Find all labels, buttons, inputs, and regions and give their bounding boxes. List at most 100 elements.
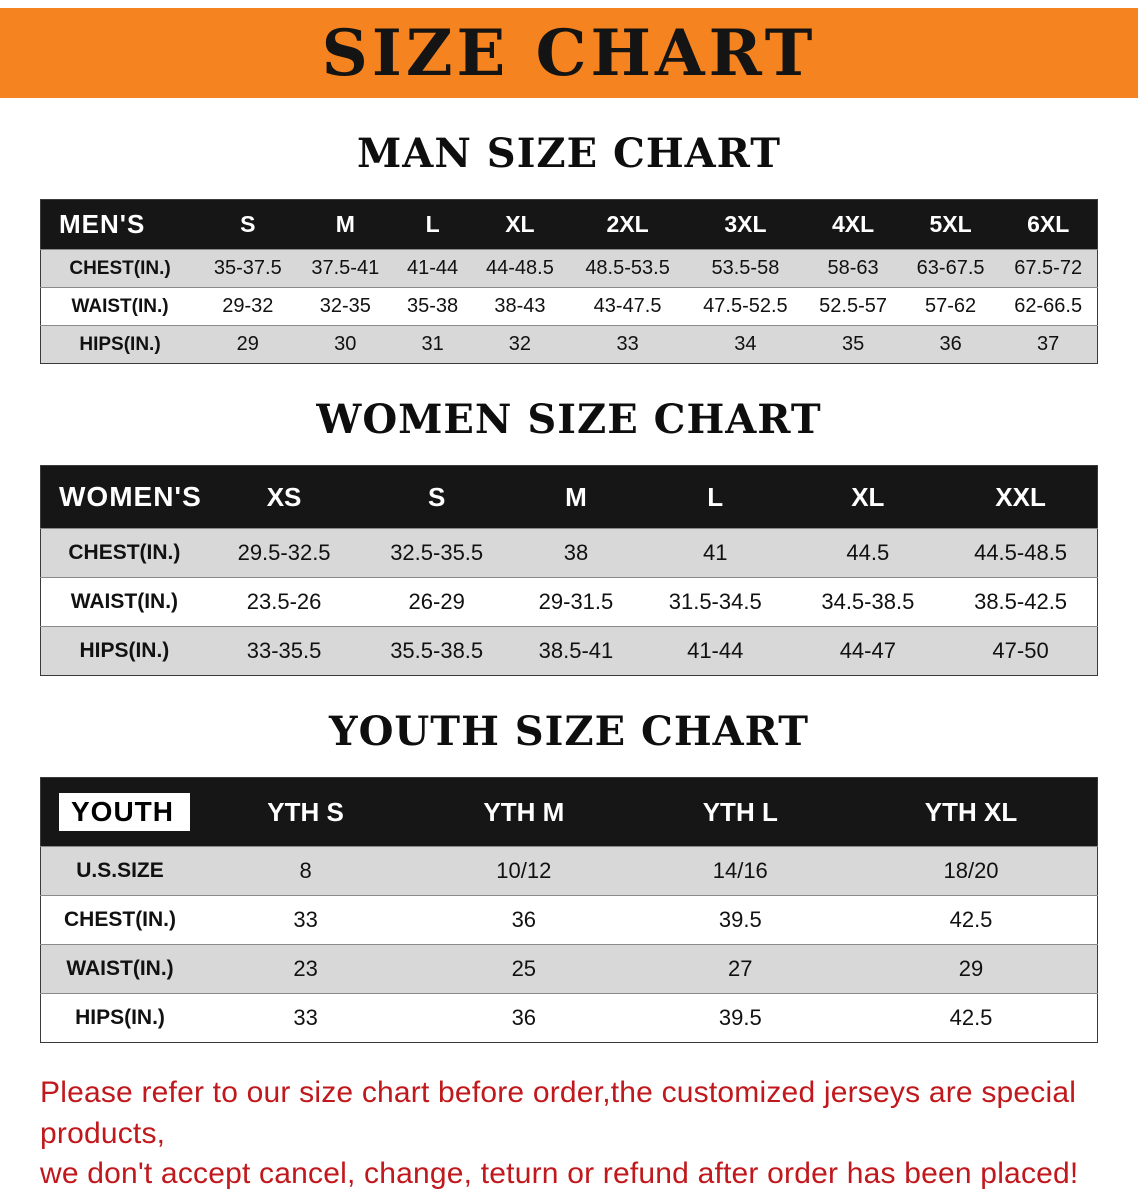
size-column-header: M [512,465,639,529]
size-chart-banner: SIZE CHART [0,8,1138,98]
row-label: WAIST(IN.) [40,944,200,994]
size-value-cell: 38.5-41 [512,626,639,676]
size-value-cell: 36 [901,325,1000,364]
size-value-cell: 31 [394,325,472,364]
header-label: YTH L [702,796,778,827]
row-label: CHEST(IN.) [40,528,208,578]
size-value-cell: 41-44 [394,249,472,288]
row-label: HIPS(IN.) [40,993,200,1043]
size-value-cell: 29.5-32.5 [207,528,361,578]
men-section-heading: MAN SIZE CHART [357,130,781,177]
size-column-header: YTH XL [845,777,1098,847]
size-value-cell: 30 [296,325,395,364]
size-column-header: S [360,465,513,529]
size-value-cell: 37 [999,325,1098,364]
header-label: YOUTH [59,793,190,831]
row-label: HIPS(IN.) [40,626,208,676]
size-column-header: XXL [944,465,1098,529]
size-value-cell: 39.5 [635,993,846,1043]
size-column-header: YTH L [635,777,846,847]
table-title-cell: MEN'S [40,199,200,250]
size-column-header: 5XL [901,199,1000,250]
table-row: CHEST(IN.) 29.5-32.5 32.5-35.5 38 41 44.5 44.5… [40,528,1098,578]
youth-size-table: YOUTH YTH S YTH M YTH L YTH XL U.S.SIZE 8 10/12… [40,777,1098,1043]
header-label: M [565,481,587,512]
women-section-heading: WOMEN SIZE CHART [316,396,822,443]
table-row: CHEST(IN.) 33 36 39.5 42.5 [40,895,1098,945]
table-row: HIPS(IN.) 29 30 31 32 33 34 35 36 37 [40,325,1098,364]
table-row: HIPS(IN.) 33 36 39.5 42.5 [40,993,1098,1043]
size-column-header: 3XL [686,199,805,250]
size-value-cell: 44.5-48.5 [944,528,1098,578]
men-size-section: MAN SIZE CHART MEN'S S M L XL 2XL 3XL 4XL 5XL 6XL… [0,130,1138,364]
size-value-cell: 41 [638,528,792,578]
size-value-cell: 23 [199,944,413,994]
size-value-cell: 35-38 [394,287,472,326]
size-value-cell: 57-62 [901,287,1000,326]
size-column-header: M [296,199,395,250]
size-value-cell: 43-47.5 [568,287,687,326]
table-row: WAIST(IN.) 29-32 32-35 35-38 38-43 43-47.5 47.… [40,287,1098,326]
size-value-cell: 63-67.5 [901,249,1000,288]
size-value-cell: 44-47 [791,626,945,676]
size-value-cell: 37.5-41 [296,249,395,288]
youth-size-section: YOUTH SIZE CHART YOUTH YTH S YTH M YTH L YTH… [0,708,1138,1043]
size-column-header: 4XL [804,199,902,250]
size-value-cell: 27 [635,944,846,994]
size-value-cell: 36 [412,895,636,945]
header-label: L [425,211,440,237]
header-label: 2XL [606,211,649,237]
youth-section-heading: YOUTH SIZE CHART [329,708,809,755]
size-column-header: XL [471,199,569,250]
header-label: MEN'S [59,209,146,239]
size-value-cell: 47.5-52.5 [686,287,805,326]
size-column-header: YTH S [199,777,413,847]
size-value-cell: 52.5-57 [804,287,902,326]
header-label: M [335,211,355,237]
disclaimer: Please refer to our size chart before or… [40,1073,1098,1195]
women-size-section: WOMEN SIZE CHART WOMEN'S XS S M L XL XXL CHEST(… [0,396,1138,676]
size-value-cell: 58-63 [804,249,902,288]
header-label: S [240,211,256,237]
size-value-cell: 62-66.5 [999,287,1098,326]
size-value-cell: 38 [512,528,639,578]
header-label: YTH XL [924,796,1018,827]
header-label: S [428,481,446,512]
header-label: 3XL [724,211,767,237]
size-value-cell: 23.5-26 [207,577,361,627]
men-size-table: MEN'S S M L XL 2XL 3XL 4XL 5XL 6XL CHEST(IN.) 35-37… [40,199,1098,364]
size-value-cell: 32-35 [296,287,395,326]
size-value-cell: 26-29 [360,577,513,627]
row-label: WAIST(IN.) [40,287,200,326]
size-value-cell: 39.5 [635,895,846,945]
size-value-cell: 41-44 [638,626,792,676]
row-label: CHEST(IN.) [40,895,200,945]
row-label: HIPS(IN.) [40,325,200,364]
header-label: WOMEN'S [59,481,202,512]
size-value-cell: 35.5-38.5 [360,626,513,676]
size-column-header: XS [207,465,361,529]
size-value-cell: 42.5 [845,895,1098,945]
size-value-cell: 33 [568,325,687,364]
table-row: WAIST(IN.) 23.5-26 26-29 29-31.5 31.5-34.5 34… [40,577,1098,627]
size-column-header: 2XL [568,199,687,250]
table-header-row: YOUTH YTH S YTH M YTH L YTH XL [40,777,1098,847]
size-value-cell: 33 [199,895,413,945]
size-column-header: L [638,465,792,529]
table-row: WAIST(IN.) 23 25 27 29 [40,944,1098,994]
header-label: XL [505,211,535,237]
size-value-cell: 35 [804,325,902,364]
size-value-cell: 67.5-72 [999,249,1098,288]
header-label: 5XL [929,211,972,237]
row-label: WAIST(IN.) [40,577,208,627]
size-value-cell: 38-43 [471,287,569,326]
page-title: SIZE CHART [321,15,817,91]
women-size-table: WOMEN'S XS S M L XL XXL CHEST(IN.) 29.5-32.5 32.5… [40,465,1098,676]
header-label: XXL [995,481,1046,512]
row-label: U.S.SIZE [40,846,200,896]
size-value-cell: 25 [412,944,636,994]
header-label: XS [266,481,302,512]
size-value-cell: 36 [412,993,636,1043]
size-value-cell: 18/20 [845,846,1098,896]
header-label: XL [851,481,885,512]
